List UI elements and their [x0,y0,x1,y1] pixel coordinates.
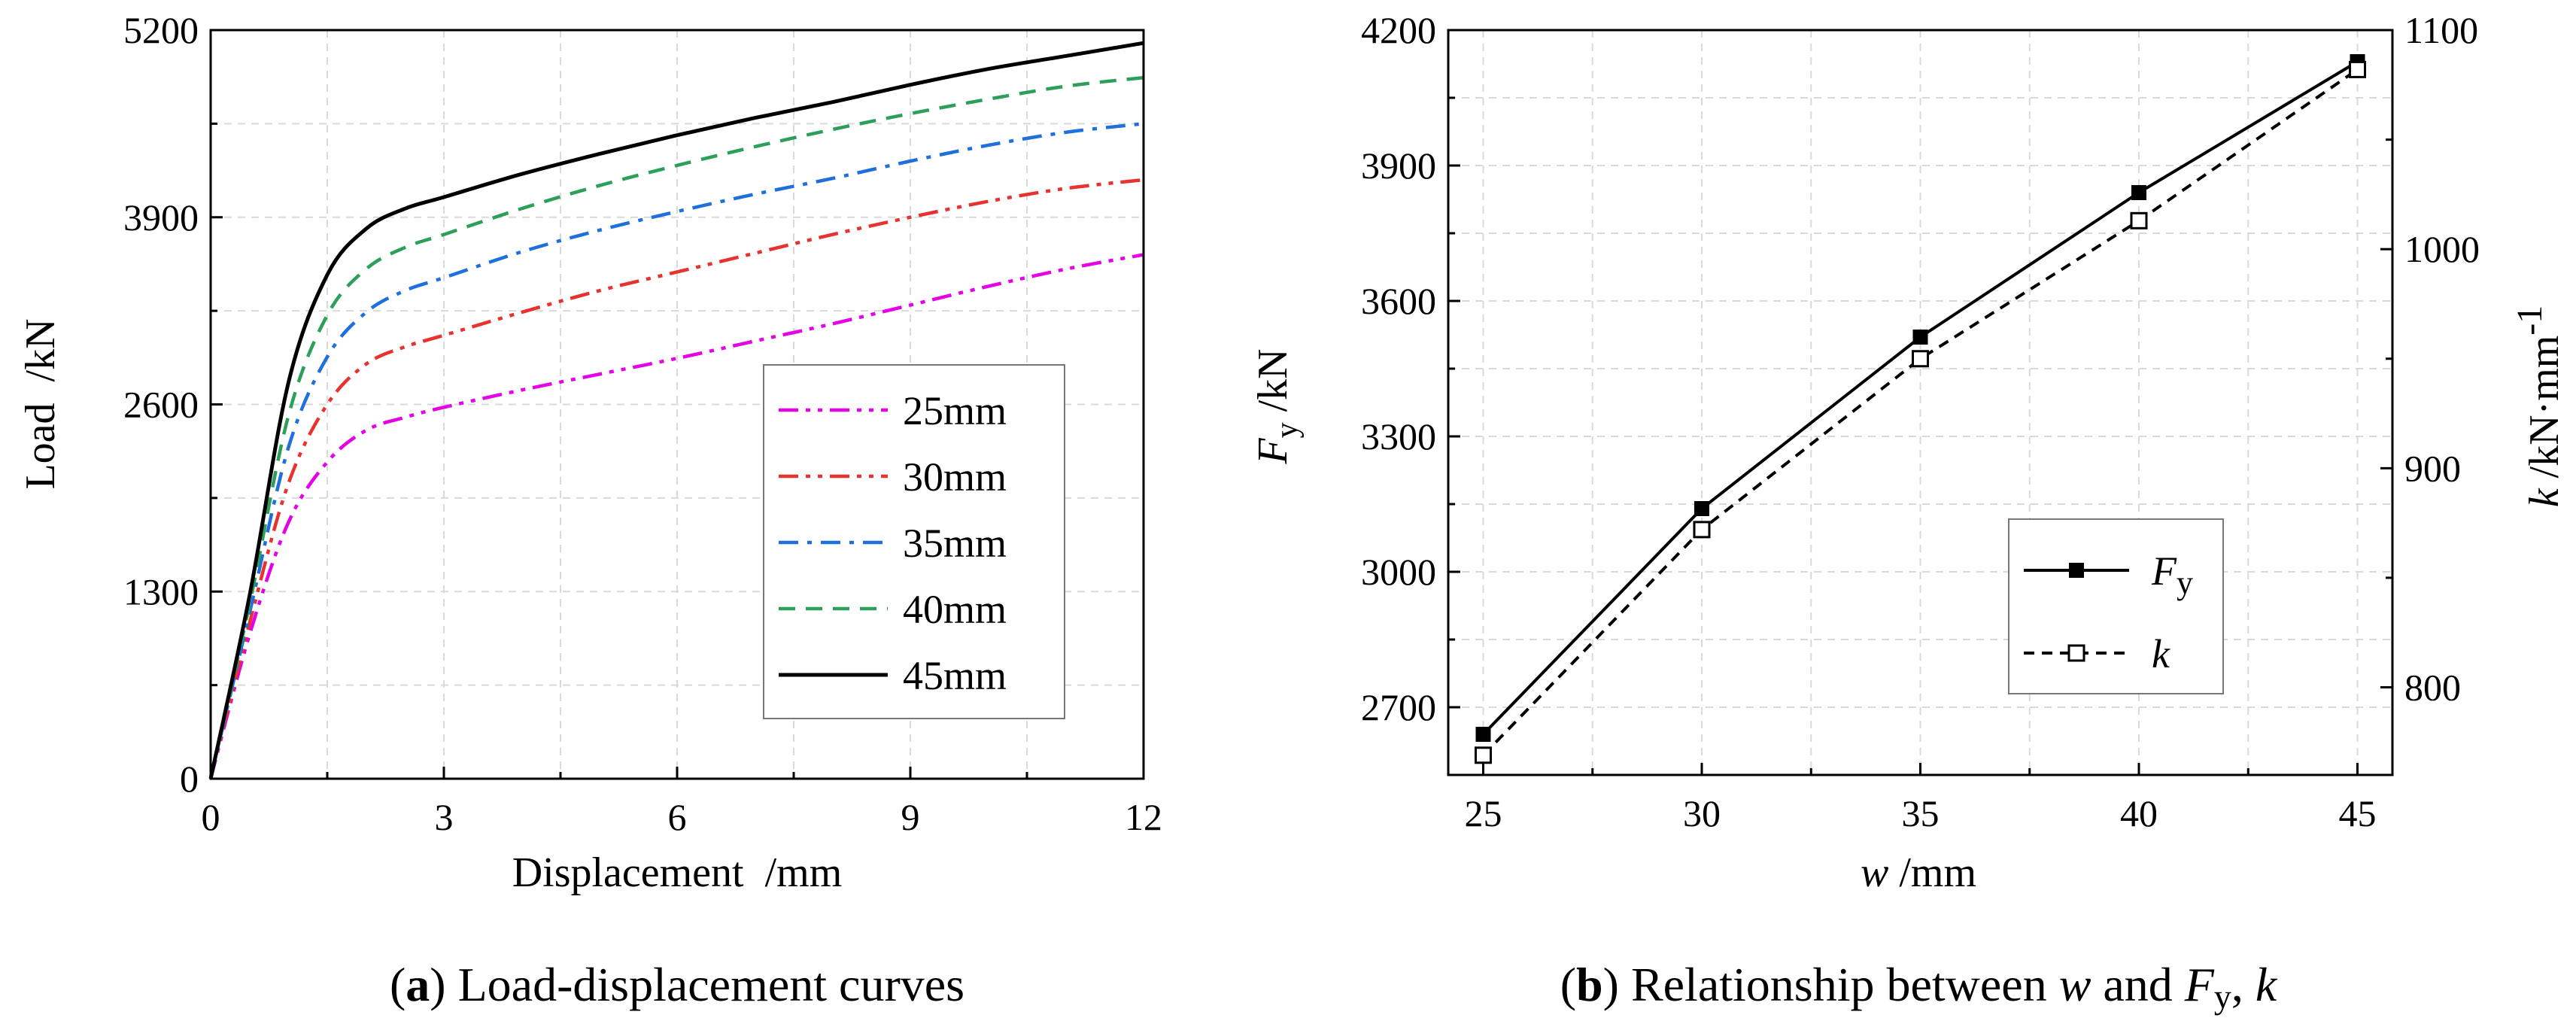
panel-a-legend-box [763,364,1065,719]
x-tick-label: 35 [1902,792,1940,834]
panel-b-x-axis-label: w /mm [1861,849,1976,896]
panel-b-y2-axis-label: k /kN·mm-1 [2510,305,2568,508]
y-tick-label: 1300 [123,570,199,612]
x-tick-label: 12 [1125,796,1162,838]
y2-tick-label: 800 [2404,667,2461,709]
data-point-k-45 [2349,60,2367,78]
y-tick-label: 3600 [1361,280,1436,322]
legend-label-40mm: 40mm [903,587,1007,632]
panel-a-x-axis-label: Displacement /mm [512,849,843,896]
data-point-k-40 [2130,211,2148,229]
y-tick-label: 3000 [1361,551,1436,593]
series-line-40mm [208,75,1144,779]
y-tick-label: 5200 [123,9,199,51]
data-point-F_y-40 [2131,185,2147,200]
y2-tick-label: 1100 [2404,9,2478,51]
y-tick-label: 0 [180,758,199,800]
x-tick-label: 3 [435,796,454,838]
y-tick-label: 3900 [1361,144,1436,187]
panel-a-legend: 25mm 30mm 35mm 40mm 45mm [763,364,1065,719]
panel-b-ticks: 25 30 35 40 45 2700 3000 3300 3600 3900 4200 800 900… [1361,9,2480,834]
legend-k-marker [2067,644,2085,662]
y-tick-label: 3300 [1361,415,1436,457]
y2-tick-label: 1000 [2404,228,2480,270]
panel-a-ticks: 0 3 6 9 12 0 1300 2600 3900 5200 [123,9,1162,838]
caption-b: (b) Relationship between w and Fy, k [1560,958,2278,1016]
legend-fy-marker [2069,563,2084,578]
data-point-k-30 [1693,521,1711,539]
legend-label-35mm: 35mm [903,521,1007,566]
x-tick-label: 40 [2120,792,2158,834]
data-point-F_y-30 [1694,501,1709,516]
data-point-F_y-25 [1475,727,1491,742]
panel-b-grid [1448,30,2392,775]
panel-b-chart: 25 30 35 40 45 2700 3000 3300 3600 3900 4200 800 900… [1250,9,2568,896]
y-tick-label: 2700 [1361,686,1436,728]
series-line-45mm [208,41,1144,779]
x-tick-label: 0 [202,796,220,838]
x-tick-label: 25 [1464,792,1502,834]
panel-a-chart: 0 3 6 9 12 0 1300 2600 3900 5200 Displacement /mm… [17,9,1162,896]
series-line-35mm [208,122,1144,779]
y-tick-label: 2600 [123,384,199,426]
data-point-k-25 [1474,746,1492,764]
data-point-F_y-35 [1912,330,1928,345]
y-tick-label: 3900 [123,196,199,239]
panel-a-curves [208,41,1144,779]
y2-tick-label: 900 [2404,447,2461,489]
legend-label-25mm: 25mm [903,388,1007,433]
caption-a: (a) Load-displacement curves [390,958,964,1011]
x-tick-label: 30 [1683,792,1721,834]
panel-b-legend: Fy k [2008,518,2224,694]
x-tick-label: 6 [668,796,687,838]
panel-b-y-axis-label: Fy /kN [1250,348,1305,464]
x-tick-label: 45 [2339,792,2377,834]
panel-b-legend-box [2008,518,2224,694]
x-tick-label: 9 [901,796,920,838]
legend-fy-label: Fy [2151,548,2193,601]
panel-b-series [1474,54,2367,764]
legend-label-30mm: 30mm [903,454,1007,500]
series-line-25mm [208,253,1144,779]
legend-k-label: k [2152,631,2170,676]
panel-a-y-axis-label: Load /kN [17,318,64,489]
y-tick-label: 4200 [1361,9,1436,51]
legend-label-45mm: 45mm [903,653,1007,698]
data-point-k-35 [1912,350,1929,368]
